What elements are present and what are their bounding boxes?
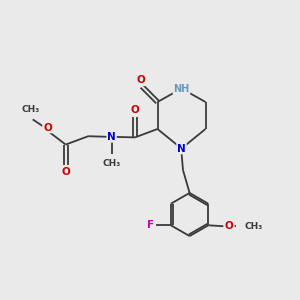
Text: CH₃: CH₃ [103, 159, 121, 168]
Text: N: N [177, 143, 186, 154]
Text: O: O [136, 75, 145, 85]
Text: F: F [147, 220, 154, 230]
Text: O: O [43, 122, 52, 133]
Text: O: O [225, 221, 234, 231]
Text: O: O [130, 105, 140, 116]
Text: CH₃: CH₃ [21, 105, 39, 114]
Text: CH₃: CH₃ [244, 222, 262, 231]
Text: O: O [61, 167, 70, 177]
Text: NH: NH [173, 83, 190, 94]
Text: N: N [107, 132, 116, 142]
